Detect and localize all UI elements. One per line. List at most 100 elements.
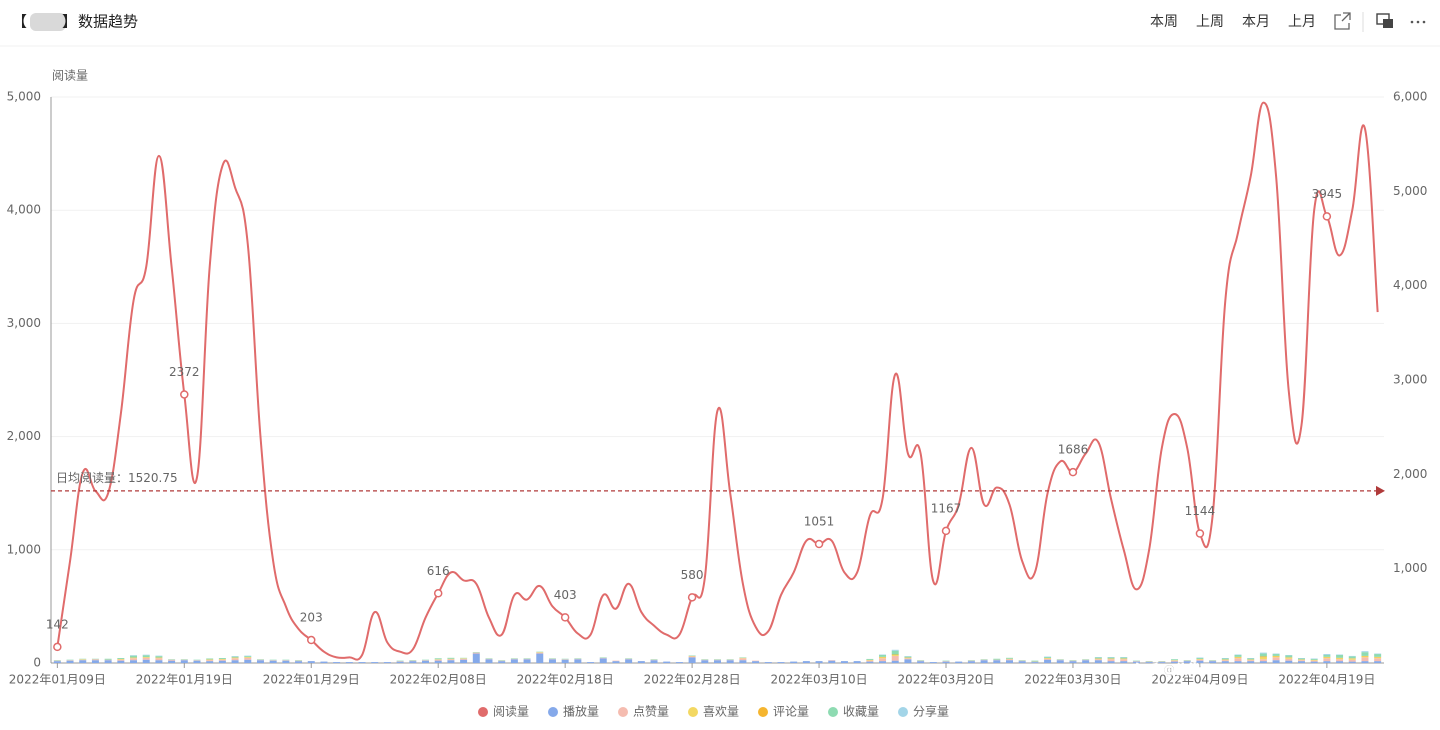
y2-tick-label: 5,000 bbox=[1393, 184, 1427, 198]
bar bbox=[904, 658, 912, 660]
bar bbox=[1323, 654, 1331, 657]
bar bbox=[142, 659, 150, 663]
range-button[interactable]: 本周 bbox=[1150, 14, 1178, 30]
bar bbox=[282, 660, 290, 663]
bar bbox=[790, 661, 798, 663]
bar bbox=[993, 658, 1001, 660]
bar bbox=[866, 661, 874, 663]
bar bbox=[1310, 660, 1318, 662]
bar bbox=[1221, 661, 1229, 663]
bar bbox=[485, 659, 493, 663]
x-tick-label: 2022年03月20日 bbox=[897, 673, 994, 687]
bar bbox=[333, 662, 341, 663]
bar bbox=[1259, 661, 1267, 663]
bar bbox=[1196, 658, 1204, 659]
range-button[interactable]: 上周 bbox=[1196, 14, 1224, 30]
bar bbox=[206, 658, 214, 660]
legend-label: 点赞量 bbox=[633, 705, 669, 719]
bar bbox=[929, 662, 937, 663]
bar bbox=[1196, 660, 1204, 663]
bar bbox=[1361, 661, 1369, 663]
bar bbox=[1120, 659, 1128, 662]
bar bbox=[168, 660, 176, 663]
blurred-name bbox=[30, 13, 66, 31]
bar bbox=[434, 659, 442, 661]
bar bbox=[231, 660, 239, 663]
bar bbox=[117, 659, 125, 661]
more-icon[interactable] bbox=[1410, 20, 1426, 24]
bar bbox=[701, 660, 709, 663]
x-tick-label: 2022年02月28日 bbox=[644, 673, 741, 687]
bar bbox=[1171, 659, 1179, 661]
bar bbox=[1374, 654, 1382, 657]
window-icon[interactable] bbox=[1376, 13, 1393, 28]
bar bbox=[815, 661, 823, 663]
bar bbox=[1221, 658, 1229, 660]
bar bbox=[256, 660, 264, 663]
bar bbox=[891, 654, 899, 656]
bar bbox=[1361, 652, 1369, 656]
bar bbox=[130, 658, 138, 661]
bar bbox=[1259, 653, 1267, 657]
bar bbox=[1005, 659, 1013, 661]
bar bbox=[1297, 660, 1305, 662]
bar bbox=[53, 661, 61, 663]
point bbox=[941, 526, 951, 536]
bar bbox=[942, 661, 950, 663]
bar bbox=[1259, 659, 1267, 662]
bar bbox=[244, 659, 252, 663]
bar bbox=[447, 660, 455, 663]
range-button[interactable]: 本月 bbox=[1242, 14, 1270, 30]
bar bbox=[320, 661, 328, 663]
bar bbox=[206, 660, 214, 662]
legend-marker bbox=[828, 707, 838, 717]
bar bbox=[1044, 658, 1052, 660]
average-label-part: 日均阅读量： bbox=[56, 470, 128, 484]
bar bbox=[714, 660, 721, 663]
bar bbox=[218, 660, 226, 663]
point bbox=[53, 642, 62, 652]
legend-marker bbox=[758, 707, 768, 717]
x-tick-label: 2022年02月08日 bbox=[390, 673, 487, 687]
range-button[interactable]: 上月 bbox=[1288, 14, 1316, 30]
bar bbox=[1336, 659, 1344, 662]
bar bbox=[1272, 660, 1280, 663]
bar bbox=[1272, 654, 1280, 656]
watermark: 知乎 @伙伴云 bbox=[1134, 662, 1211, 677]
bar bbox=[168, 659, 176, 661]
open-icon[interactable] bbox=[1334, 12, 1351, 30]
bar bbox=[688, 656, 696, 658]
bar bbox=[1285, 657, 1293, 659]
bar bbox=[1145, 662, 1153, 663]
bar bbox=[1082, 660, 1090, 663]
bar bbox=[358, 662, 366, 663]
bar bbox=[1247, 658, 1255, 660]
bar bbox=[1120, 661, 1128, 663]
legend-label: 评论量 bbox=[773, 705, 809, 719]
legend-marker bbox=[688, 707, 698, 717]
bar bbox=[1005, 660, 1013, 663]
bar bbox=[1031, 660, 1039, 662]
bar bbox=[1323, 661, 1331, 663]
y2-tick-label: 3,000 bbox=[1393, 373, 1427, 387]
bar bbox=[1234, 654, 1242, 657]
bar bbox=[587, 662, 595, 663]
bar bbox=[1094, 657, 1102, 659]
bar bbox=[396, 661, 404, 663]
bar bbox=[1259, 652, 1267, 654]
bar bbox=[663, 661, 671, 663]
bar bbox=[891, 655, 899, 661]
data-label: 203 bbox=[300, 611, 323, 625]
bar bbox=[650, 660, 658, 663]
x-tick-label: 2022年01月29日 bbox=[263, 673, 360, 687]
point bbox=[687, 593, 697, 602]
bar bbox=[307, 661, 315, 663]
average-label-part: 1520.75 bbox=[128, 470, 178, 484]
data-label: 1144 bbox=[1185, 504, 1216, 518]
title: 数据趋势 bbox=[78, 13, 138, 31]
bar bbox=[879, 657, 887, 659]
bar bbox=[1171, 661, 1179, 663]
data-label: 403 bbox=[554, 588, 577, 602]
bar bbox=[739, 658, 747, 661]
bar bbox=[917, 661, 925, 663]
